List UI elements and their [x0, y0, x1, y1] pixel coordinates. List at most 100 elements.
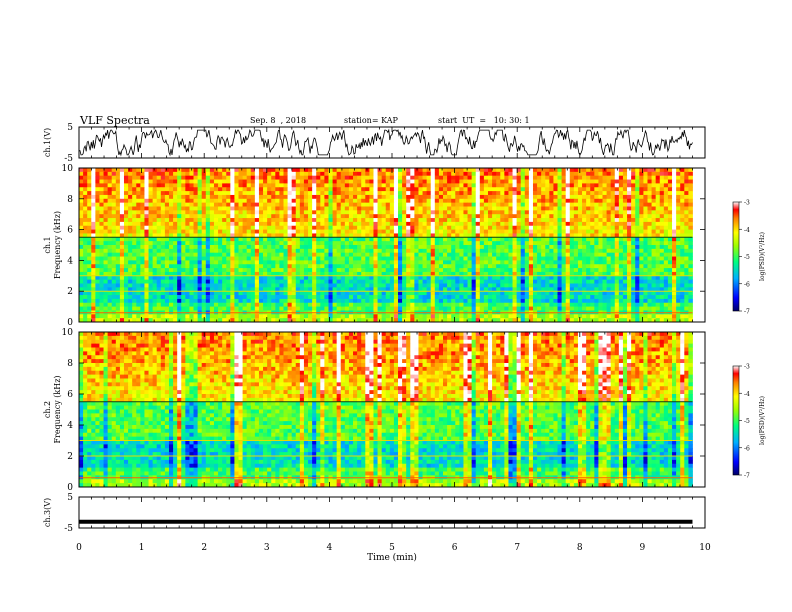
spectrogram-cell — [336, 264, 342, 269]
spectrogram-cell — [524, 198, 530, 204]
spectrogram-cell — [267, 283, 272, 288]
spectrogram-cell — [361, 252, 366, 257]
spectrogram-cell — [132, 295, 137, 300]
spectrogram-cell — [655, 198, 661, 204]
spectrogram-cell — [279, 241, 284, 246]
spectrogram-cell — [516, 256, 522, 261]
spectrogram-cell — [160, 221, 166, 227]
spectrogram-cell — [132, 260, 137, 265]
spectrogram-cell — [414, 225, 419, 230]
spectrogram-cell — [541, 179, 546, 184]
spectrogram-cell — [434, 229, 440, 234]
spectrogram-cell — [635, 248, 640, 254]
spectrogram-cell — [299, 206, 305, 211]
spectrogram-cell — [631, 191, 636, 196]
spectrogram-cell — [586, 175, 591, 180]
spectrogram-cell — [647, 237, 652, 242]
spectrogram-cell — [95, 252, 100, 257]
spectrogram-cell — [434, 218, 440, 223]
spectrogram-cell — [234, 202, 239, 207]
spectrogram-cell — [340, 283, 346, 288]
spectrogram-cell — [479, 260, 485, 265]
spectrogram-cell — [177, 279, 182, 284]
spectrogram-cell — [201, 206, 207, 211]
spectrogram-cell — [479, 264, 485, 269]
spectrogram-cell — [381, 283, 387, 288]
spectrogram-cell — [610, 206, 616, 211]
spectrogram-cell — [312, 233, 317, 238]
spectrogram-cell — [663, 168, 669, 173]
spectrogram-cell — [631, 264, 636, 269]
spectrogram-cell — [418, 271, 423, 277]
spectrogram-cell — [684, 171, 689, 177]
spectrogram-cell — [348, 256, 354, 261]
spectrogram-cell — [312, 245, 317, 250]
spectrogram-cell — [119, 229, 125, 234]
spectrogram-cell — [663, 210, 669, 215]
spectrogram-cell — [242, 264, 248, 269]
spectrogram-cell — [189, 202, 194, 207]
spectrogram-cell — [238, 179, 243, 184]
spectrogram-cell — [357, 171, 362, 177]
spectrogram-cell — [201, 252, 207, 257]
spectrogram-cell — [185, 191, 190, 196]
spectrogram-cell — [663, 229, 669, 234]
spectrogram-cell — [393, 202, 399, 207]
spectrogram-cell — [181, 264, 186, 269]
spectrogram-cell — [459, 248, 464, 254]
spectrogram-cell — [385, 283, 391, 288]
spectrogram-cell — [103, 175, 109, 180]
spectrogram-cell — [373, 241, 378, 246]
spectrogram-cell — [553, 283, 558, 288]
spectrogram-cell — [471, 256, 477, 261]
spectrogram-cell — [291, 202, 297, 207]
spectrogram-cell — [197, 252, 203, 257]
spectrogram-cell — [586, 275, 591, 281]
spectrogram-cell — [504, 214, 509, 219]
spectrogram-cell — [467, 241, 473, 246]
spectrogram-cell — [148, 202, 154, 207]
spectrogram-cell — [451, 221, 456, 227]
spectrogram-cell — [680, 252, 685, 257]
spectrogram-cell — [398, 233, 403, 238]
spectrogram-cell — [398, 241, 403, 246]
spectrogram-cell — [643, 229, 648, 234]
spectrogram-cell — [385, 194, 391, 200]
spectrogram-cell — [393, 264, 399, 269]
spectrogram-cell — [209, 218, 215, 223]
spectrogram-cell — [340, 206, 346, 211]
spectrogram-cell — [234, 264, 239, 269]
spectrogram-cell — [389, 256, 395, 261]
spectrogram-cell — [230, 191, 235, 196]
spectrogram-cell — [561, 279, 567, 284]
spectrogram-cell — [406, 279, 411, 284]
spectrogram-cell — [471, 237, 477, 242]
spectrogram-cell — [336, 194, 342, 200]
spectrogram-cell — [598, 210, 603, 215]
spectrogram-cell — [156, 183, 162, 188]
spectrogram-cell — [201, 279, 207, 284]
spectrogram-cell — [140, 191, 145, 196]
spectrogram-cell — [614, 245, 620, 250]
spectrogram-cell — [254, 275, 260, 281]
spectrogram-cell — [250, 287, 256, 292]
spectrogram-cell — [553, 256, 558, 261]
spectrogram-cell — [590, 225, 595, 230]
spectrogram-cell — [410, 248, 415, 254]
spectrogram-cell — [246, 179, 252, 184]
spectrogram-cell — [295, 168, 301, 173]
spectrogram-cell — [287, 175, 293, 180]
spectrogram-cell — [532, 191, 538, 196]
spectrogram-cell — [655, 233, 661, 238]
spectrogram-cell — [512, 179, 518, 184]
spectrogram-cell — [594, 191, 599, 196]
spectrogram-cell — [177, 233, 182, 238]
spectrogram-cell — [463, 233, 468, 238]
spectrogram-cell — [385, 268, 391, 273]
spectrogram-cell — [79, 275, 84, 281]
spectrogram-cell — [152, 268, 158, 273]
spectrogram-cell — [663, 287, 669, 292]
spectrogram-cell — [316, 237, 321, 242]
spectrogram-cell — [418, 233, 423, 238]
spectrogram-cell — [524, 210, 530, 215]
